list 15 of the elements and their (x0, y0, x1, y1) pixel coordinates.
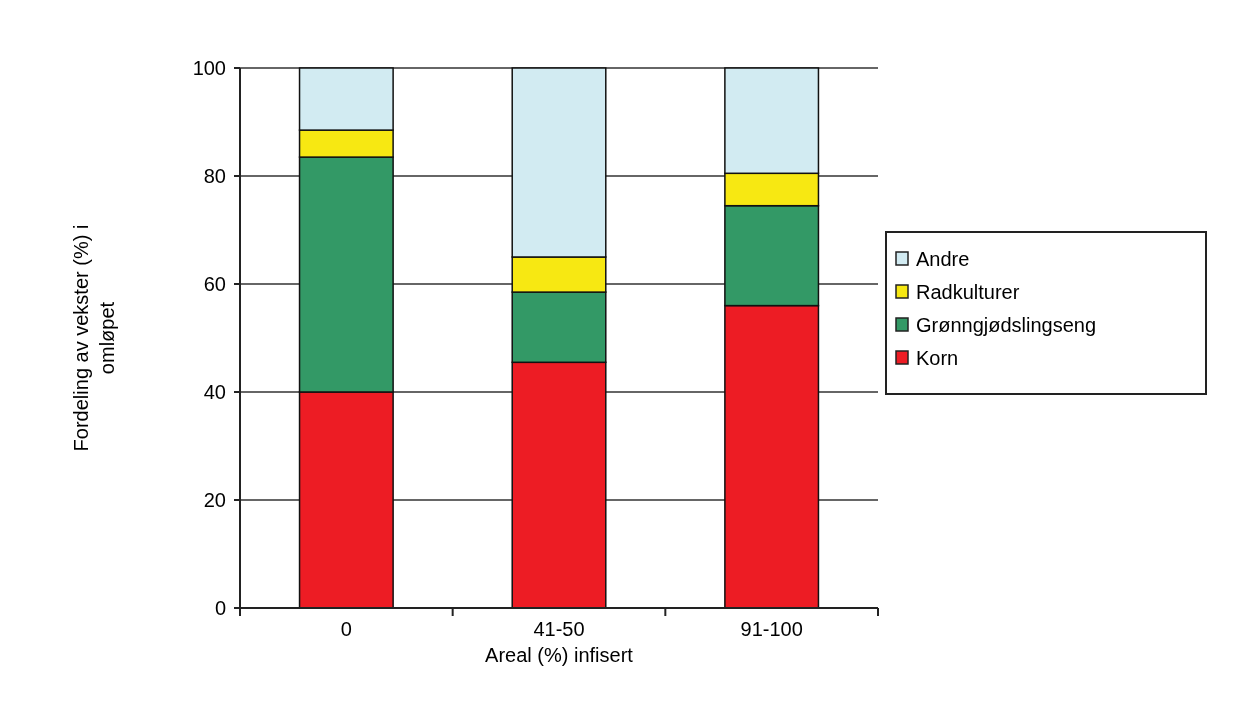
y-tick-label: 40 (203, 381, 226, 403)
legend-label: Korn (916, 347, 959, 369)
y-tick-label: 20 (203, 489, 226, 511)
y-tick-label: 60 (203, 273, 226, 295)
y-axis-title: Fordeling av vekster (%) i omløpet (70, 224, 118, 452)
legend-label: Andre (916, 248, 970, 270)
x-axis-title: Areal (%) infisert (485, 644, 634, 666)
y-tick-label: 80 (203, 165, 226, 187)
legend-label: Grønngjødslingseng (916, 314, 1097, 336)
x-tick-label: 0 (340, 618, 352, 640)
y-tick-label: 0 (214, 597, 226, 619)
x-tick-label: 91-100 (740, 618, 803, 640)
legend-label: Radkulturer (916, 281, 1020, 303)
y-tick-label: 100 (192, 57, 226, 79)
x-tick-label: 41-50 (533, 618, 585, 640)
